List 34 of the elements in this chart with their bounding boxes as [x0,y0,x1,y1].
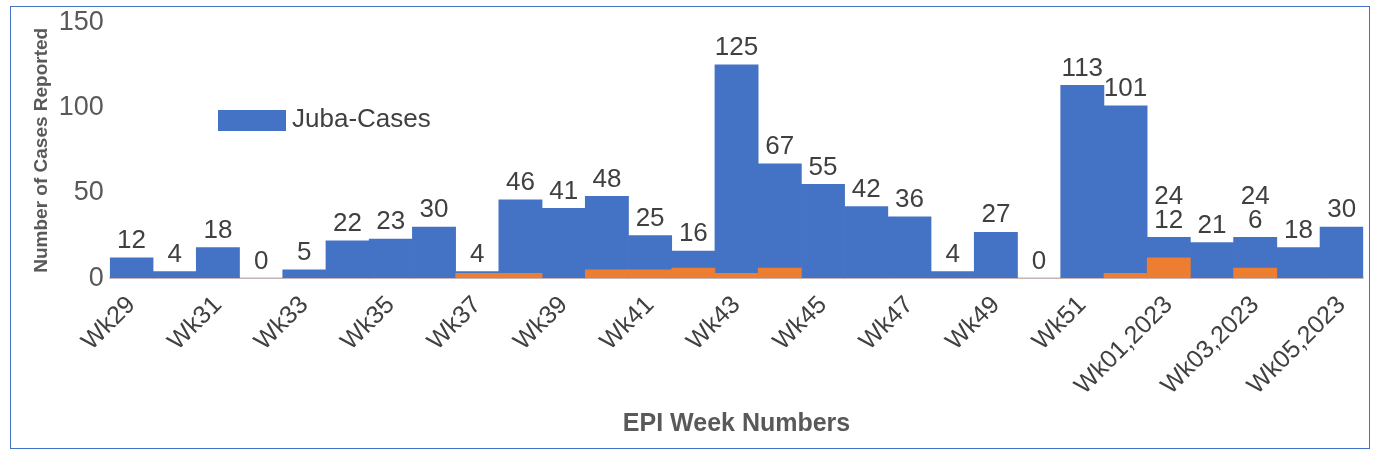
data-label: 0 [253,244,269,275]
data-label: 4 [945,237,960,268]
data-label: 4 [469,237,485,268]
data-label: 113 [1061,51,1104,82]
data-label: 125 [714,31,759,62]
data-label: 4 [167,237,182,268]
data-label: 101 [1103,72,1148,103]
data-label: 22 [333,206,363,237]
y-tick-label: 100 [58,91,104,122]
data-label: 41 [549,174,579,205]
data-label: 23 [376,205,406,236]
data-label: 12 [117,224,146,255]
data-label: 46 [505,165,535,196]
data-label: 42 [851,172,881,203]
data-label: 18 [1283,213,1313,244]
data-label: 30 [419,193,449,224]
data-label: 5 [297,236,312,266]
x-axis-title: EPI Week Numbers [622,407,851,436]
data-label: 67 [765,130,795,161]
data-label: 21 [1197,208,1227,239]
y-tick-label: 0 [88,261,104,292]
y-axis-title: Number of Cases Reported [29,27,51,273]
y-tick-label: 50 [73,176,104,207]
data-label: 55 [808,150,838,181]
data-label: 27 [981,198,1011,229]
data-label: 0 [1031,244,1047,275]
data-label: 48 [592,162,622,193]
data-label: 16 [678,217,708,248]
data-label: 18 [203,213,233,244]
data-label: 30 [1327,193,1357,224]
legend-label: Juba-Cases [292,103,431,134]
data-label: 36 [894,183,924,214]
data-label: 25 [635,201,665,232]
y-tick-label: 150 [58,5,104,36]
